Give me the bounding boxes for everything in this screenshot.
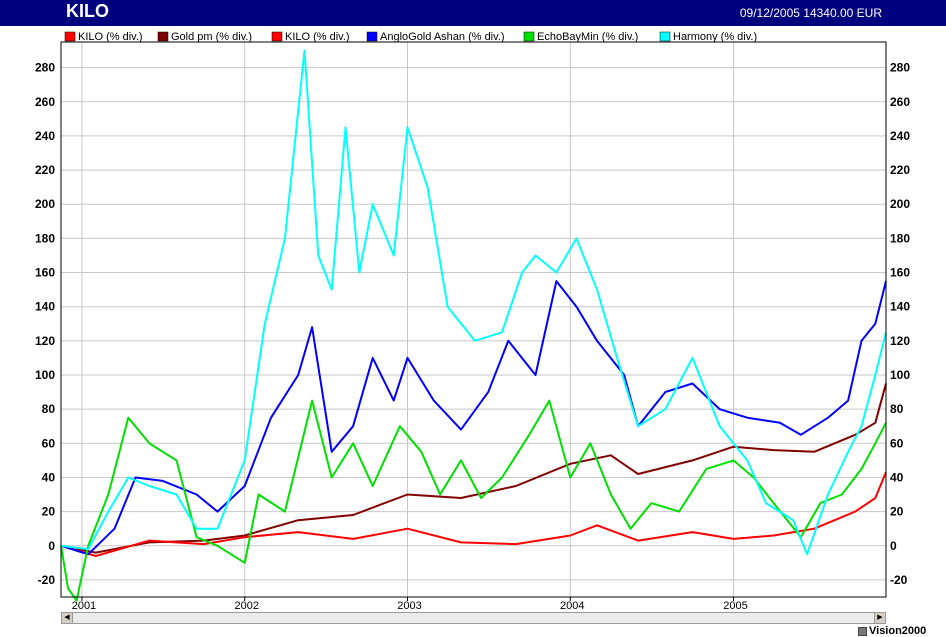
y-axis-left: -20 0 20 40 60 80 100 120 140 160 180 200 220 240 260 2… bbox=[35, 61, 55, 587]
x-tick-label: 2004 bbox=[560, 600, 584, 612]
title-bar: KILO 09/12/2005 14340.00 EUR bbox=[0, 0, 946, 26]
vision-logo-icon bbox=[858, 626, 867, 636]
x-tick-label: 2003 bbox=[397, 600, 421, 612]
legend-label: KILO (% div.) bbox=[285, 31, 350, 43]
y-tick-label: 60 bbox=[42, 436, 56, 450]
scroll-thumb[interactable] bbox=[73, 613, 874, 623]
y-tick-label: 240 bbox=[890, 129, 910, 143]
y-tick-label: 80 bbox=[890, 402, 904, 416]
y-tick-label: 120 bbox=[35, 334, 55, 348]
y-tick-label: 40 bbox=[890, 470, 904, 484]
legend-swatch bbox=[366, 31, 378, 42]
grid bbox=[61, 42, 886, 597]
scroll-right-arrow-icon[interactable]: ▶ bbox=[874, 613, 885, 623]
legend-label: AngloGold Ashan (% div.) bbox=[380, 31, 505, 43]
chart-area: KILO (% div.) Gold pm (% div.) KILO (% div… bbox=[35, 31, 910, 612]
x-tick-label: 2001 bbox=[72, 600, 96, 612]
legend-swatch bbox=[271, 31, 283, 42]
legend-swatch bbox=[659, 31, 671, 42]
y-tick-label: 280 bbox=[35, 61, 55, 75]
quote-info: 09/12/2005 14340.00 EUR bbox=[739, 6, 882, 20]
y-tick-label: 200 bbox=[35, 197, 55, 211]
series-line bbox=[60, 280, 887, 556]
y-tick-label: 60 bbox=[890, 436, 904, 450]
series-lines bbox=[60, 49, 887, 602]
series-line bbox=[60, 399, 887, 602]
brand: Vision2000 bbox=[858, 625, 926, 637]
series-line bbox=[60, 383, 887, 554]
y-tick-label: 220 bbox=[35, 163, 55, 177]
y-tick-label: 160 bbox=[35, 266, 55, 280]
y-tick-label: 0 bbox=[890, 539, 897, 553]
y-tick-label: 160 bbox=[890, 266, 910, 280]
legend-label: Harmony (% div.) bbox=[673, 31, 757, 43]
legend-label: KILO (% div.) bbox=[78, 31, 143, 43]
y-tick-label: 100 bbox=[890, 368, 910, 382]
y-tick-label: 0 bbox=[48, 539, 55, 553]
y-tick-label: 200 bbox=[890, 197, 910, 211]
chart-title: KILO bbox=[66, 1, 109, 21]
y-tick-label: 20 bbox=[890, 505, 904, 519]
legend: KILO (% div.) Gold pm (% div.) KILO (% div… bbox=[64, 31, 757, 43]
legend-label: EchoBayMin (% div.) bbox=[537, 31, 638, 43]
y-tick-label: 120 bbox=[890, 334, 910, 348]
y-tick-label: 240 bbox=[35, 129, 55, 143]
y-tick-label: 180 bbox=[35, 231, 55, 245]
y-tick-label: 220 bbox=[890, 163, 910, 177]
y-tick-label: 140 bbox=[890, 300, 910, 314]
horizontal-scrollbar[interactable]: ◀ ▶ bbox=[61, 612, 886, 624]
y-tick-label: 40 bbox=[42, 470, 56, 484]
legend-swatch bbox=[523, 31, 535, 42]
series-line bbox=[60, 49, 887, 556]
scroll-left-arrow-icon[interactable]: ◀ bbox=[62, 613, 73, 623]
y-tick-label: 260 bbox=[35, 95, 55, 109]
x-axis: 2001 2002 2003 2004 2005 bbox=[72, 597, 748, 612]
brand-label: Vision2000 bbox=[869, 625, 927, 637]
y-tick-label: 80 bbox=[42, 402, 56, 416]
legend-label: Gold pm (% div.) bbox=[171, 31, 252, 43]
y-tick-label: 280 bbox=[890, 61, 910, 75]
legend-swatch bbox=[157, 31, 169, 42]
plot-border bbox=[60, 41, 887, 598]
y-tick-label: 100 bbox=[35, 368, 55, 382]
y-tick-label: 180 bbox=[890, 231, 910, 245]
y-tick-label: -20 bbox=[890, 573, 908, 587]
x-tick-label: 2002 bbox=[234, 600, 258, 612]
y-tick-label: 20 bbox=[42, 505, 56, 519]
x-tick-label: 2005 bbox=[723, 600, 747, 612]
y-tick-label: -20 bbox=[38, 573, 56, 587]
y-axis-right: -20 0 20 40 60 80 100 120 140 160 180 200 220 240 260 2… bbox=[890, 61, 910, 587]
legend-swatch bbox=[64, 31, 76, 42]
y-tick-label: 260 bbox=[890, 95, 910, 109]
y-tick-label: 140 bbox=[35, 300, 55, 314]
